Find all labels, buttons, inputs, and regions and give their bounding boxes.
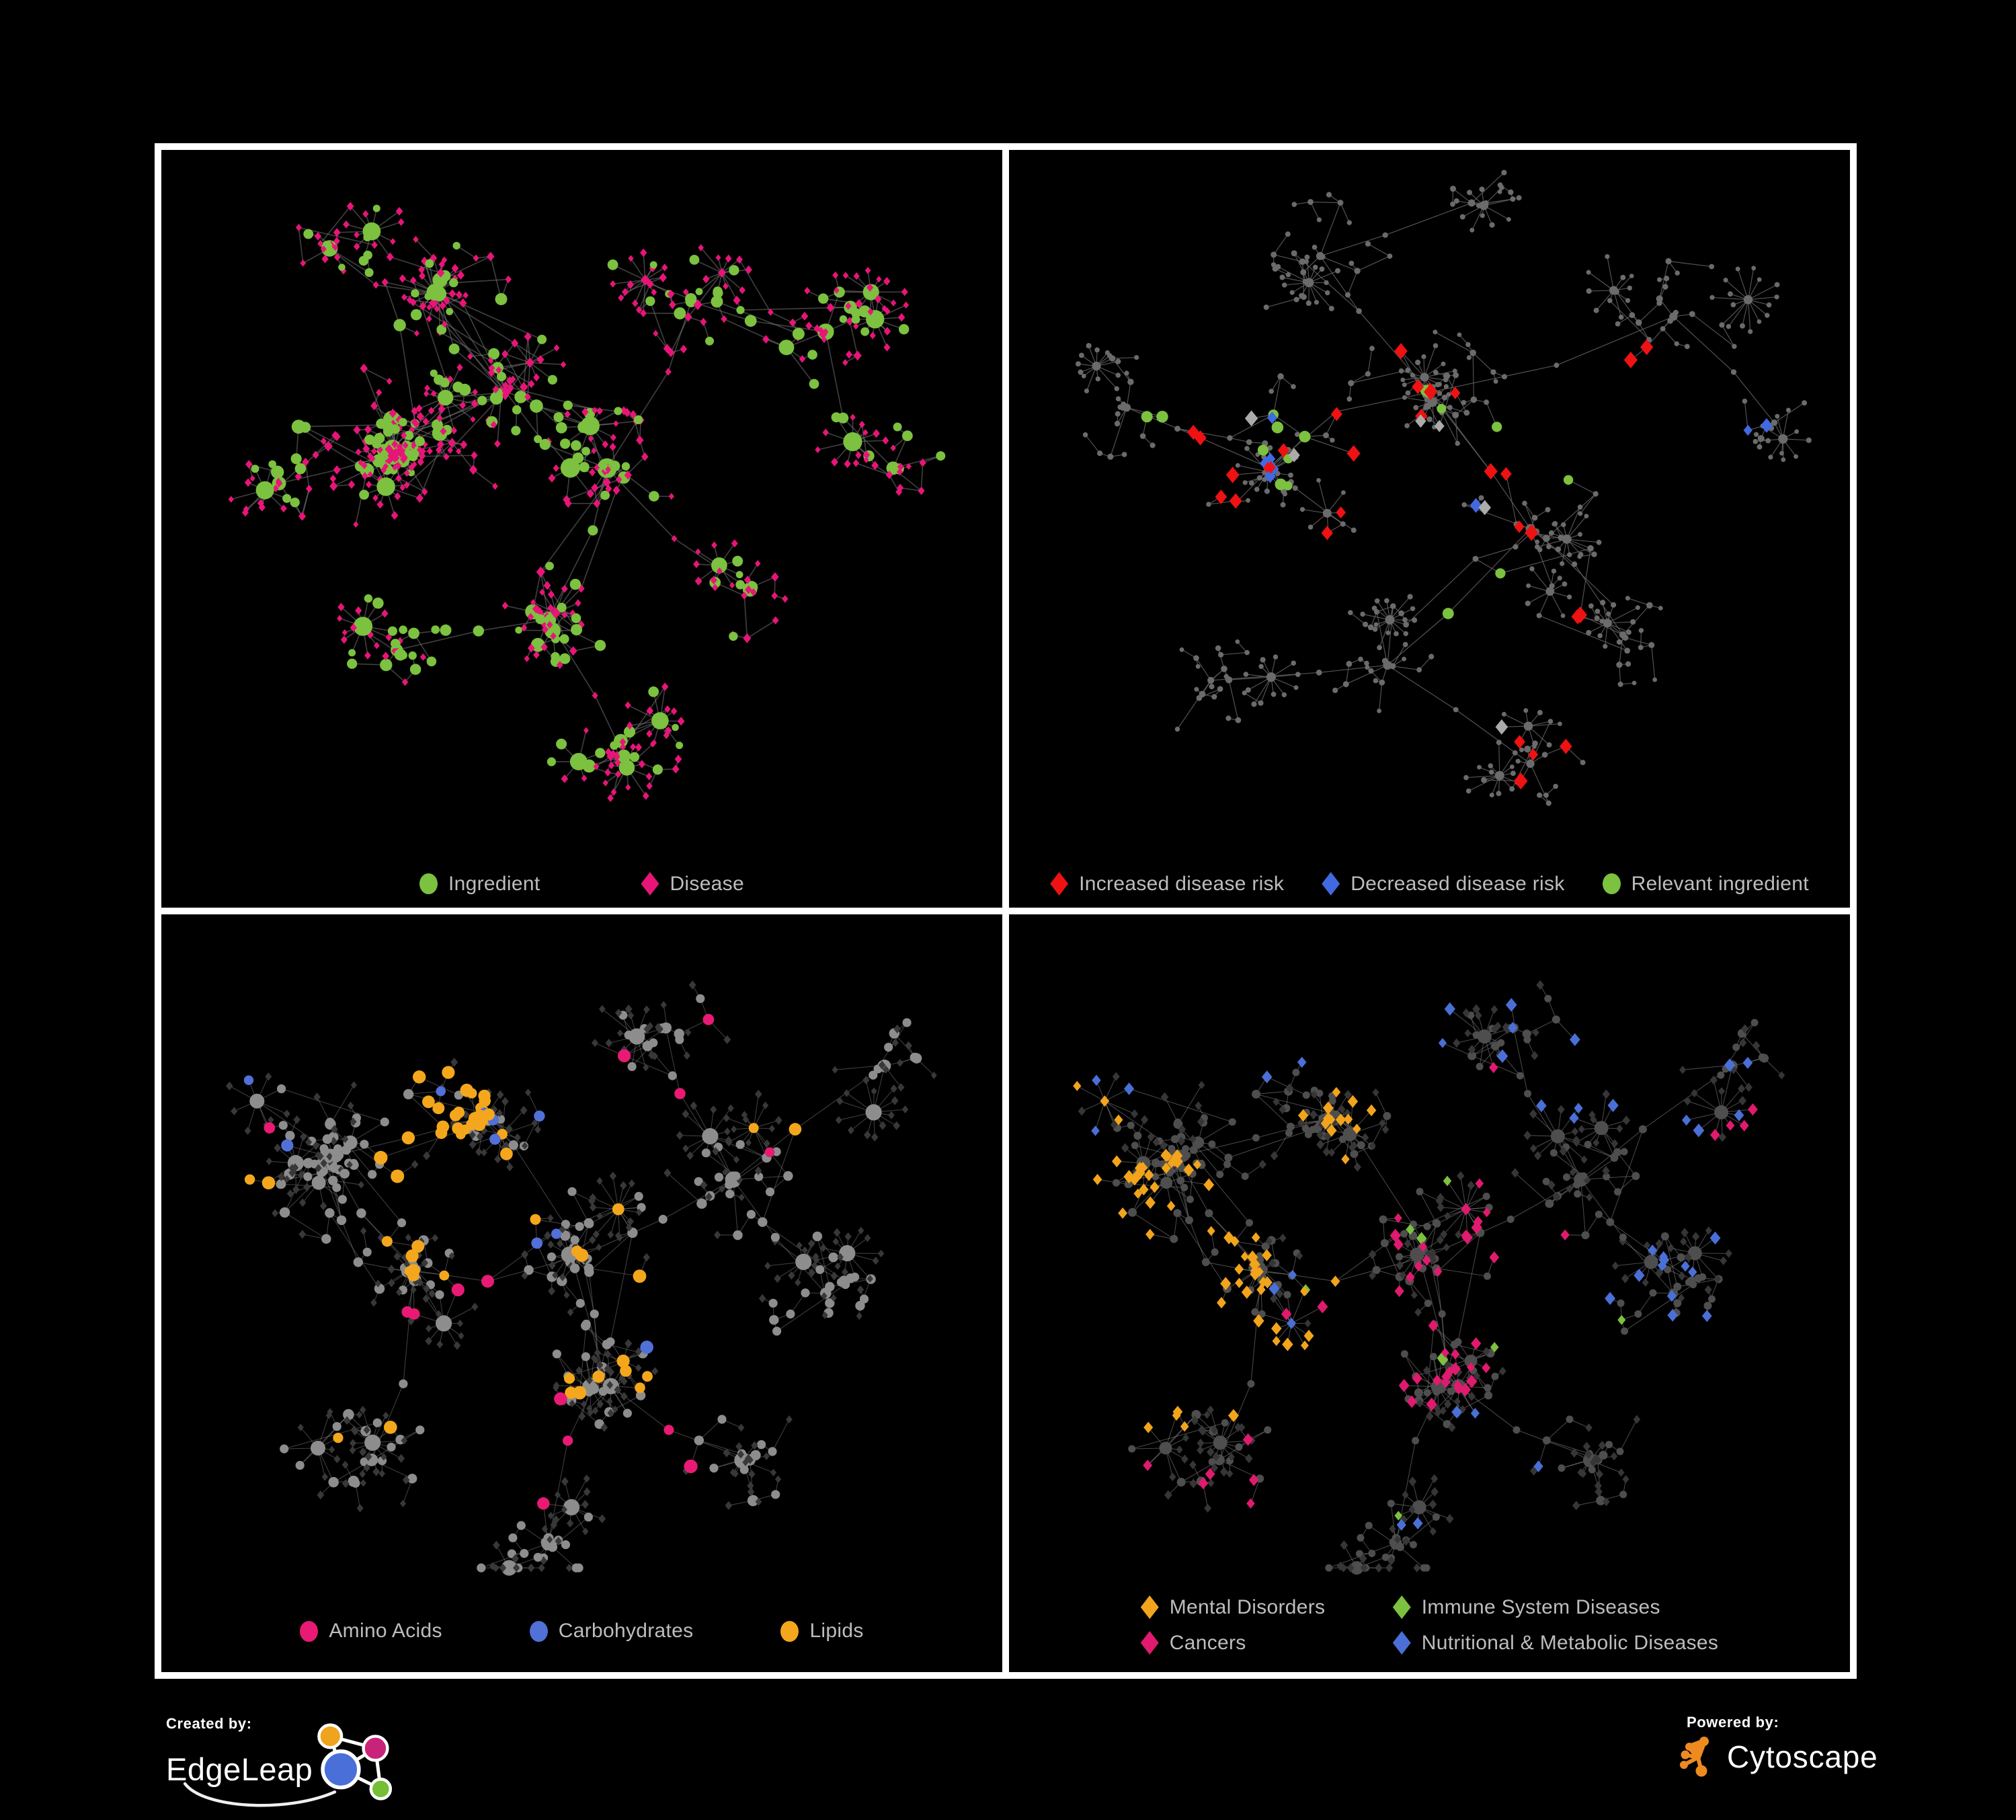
legend-label: Amino Acids <box>329 1620 442 1642</box>
legend-item-increased-disease-risk: Increased disease risk <box>1050 872 1284 896</box>
cytoscape-logo-icon <box>1680 1737 1709 1777</box>
disease-diamond-marker-icon <box>641 872 659 896</box>
legend-label: Disease <box>670 872 744 895</box>
legend-item-decreased-disease-risk: Decreased disease risk <box>1322 872 1564 896</box>
network-graph-disease-risk <box>1075 169 1812 806</box>
legend-item-relevant-ingredient: Relevant ingredient <box>1602 872 1809 896</box>
network-graph-ingredient-disease <box>228 202 946 802</box>
network-graph-ingredient-classes <box>225 980 937 1576</box>
panel-ingredient-classes-network: Amino Acids Carbohydrates Lipids <box>161 914 1002 1672</box>
legend-item-amino-acids: Amino Acids <box>300 1620 442 1643</box>
ingredient-circle-marker-icon <box>419 873 438 894</box>
legend-label: Decreased disease risk <box>1350 872 1565 895</box>
legend-item-disease: Disease <box>641 872 744 896</box>
legend-ingredient-disease: Ingredient Disease <box>161 872 1002 896</box>
edgeleap-logo-icon <box>184 1723 393 1807</box>
legend-label: Relevant ingredient <box>1631 872 1809 895</box>
powered-by-label: Powered by: <box>1687 1714 1779 1731</box>
legend-label: Increased disease risk <box>1079 872 1285 895</box>
panel-disease-classes-network: Mental Disorders Immune System Diseases Ca… <box>1009 914 1850 1672</box>
immune-system-diseases-diamond-marker-icon <box>1392 1595 1411 1619</box>
legend-ingredient-classes: Amino Acids Carbohydrates Lipids <box>161 1620 1002 1643</box>
mental-disorders-diamond-marker-icon <box>1140 1595 1159 1619</box>
legend-item-cancers: Cancers <box>1140 1631 1393 1655</box>
legend-disease-classes: Mental Disorders Immune System Diseases Ca… <box>1009 1595 1850 1655</box>
relevant-ingredient-circle-marker-icon <box>1602 873 1621 894</box>
legend-label: Cancers <box>1169 1631 1246 1654</box>
legend-label: Ingredient <box>448 872 540 895</box>
increased-disease-risk-diamond-marker-icon <box>1050 872 1069 896</box>
cytoscape-credit: Powered by: Cytoscape <box>1677 1714 1878 1780</box>
legend-label: Immune System Diseases <box>1421 1595 1660 1618</box>
network-graph-disease-classes <box>1073 980 1785 1575</box>
edgeleap-wordmark: EdgeLeap <box>166 1751 313 1787</box>
panel-grid: Ingredient Disease Increased disease risk… <box>155 143 1857 1679</box>
nutritional-metabolic-diseases-diamond-marker-icon <box>1392 1631 1411 1655</box>
legend-item-carbohydrates: Carbohydrates <box>529 1620 694 1643</box>
edgeleap-credit: Created by: EdgeLeap <box>166 1715 393 1807</box>
legend-label: Carbohydrates <box>558 1620 694 1642</box>
legend-item-lipids: Lipids <box>780 1620 863 1643</box>
lipids-circle-marker-icon <box>780 1620 799 1642</box>
legend-item-immune-system-diseases: Immune System Diseases <box>1392 1595 1718 1619</box>
created-by-label: Created by: <box>166 1715 252 1732</box>
legend-item-ingredient: Ingredient <box>419 873 540 896</box>
amino-acids-circle-marker-icon <box>300 1620 319 1642</box>
carbohydrates-circle-marker-icon <box>529 1620 548 1642</box>
legend-label: Mental Disorders <box>1169 1595 1326 1618</box>
legend-item-mental-disorders: Mental Disorders <box>1140 1595 1393 1619</box>
cancers-diamond-marker-icon <box>1140 1631 1159 1655</box>
legend-label: Nutritional & Metabolic Diseases <box>1421 1631 1719 1654</box>
panel-ingredient-disease-network: Ingredient Disease <box>161 150 1002 908</box>
legend-label: Lipids <box>809 1620 864 1642</box>
decreased-disease-risk-diamond-marker-icon <box>1322 872 1340 896</box>
panel-disease-risk-network: Increased disease risk Decreased disease … <box>1009 150 1850 908</box>
cytoscape-wordmark: Cytoscape <box>1727 1739 1878 1774</box>
legend-disease-risk: Increased disease risk Decreased disease … <box>1009 872 1850 896</box>
legend-item-nutritional-metabolic-diseases: Nutritional & Metabolic Diseases <box>1392 1631 1719 1655</box>
